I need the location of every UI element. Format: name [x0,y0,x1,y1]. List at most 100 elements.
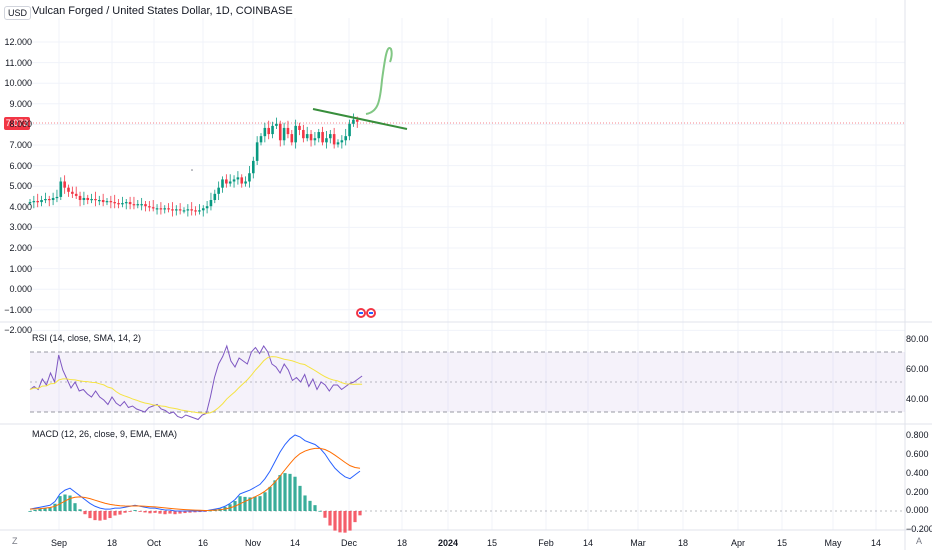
candle-body [259,136,263,143]
macd-histogram-bar [48,507,52,511]
candle-body [44,198,47,201]
candle-body [28,202,32,204]
macd-histogram-bar [68,495,72,511]
macd-histogram-bar [163,511,167,515]
candle-body [105,201,109,203]
candle-body [248,173,251,182]
candle-body [86,197,90,201]
macd-histogram-bar [153,511,157,513]
event-icon[interactable] [366,308,376,318]
macd-histogram-bar [183,511,187,514]
candle-body [232,179,236,182]
macd-histogram-bar [133,510,137,511]
time-axis-label: 16 [197,538,209,548]
price-axis-label: −1.000 [4,304,32,315]
candle-body [186,209,190,211]
price-axis-label: 4.000 [9,201,32,212]
macd-histogram-bar [138,511,142,512]
price-axis-label: 3.000 [9,222,32,233]
candle-body [155,208,159,210]
candle-body [201,208,205,211]
rsi-pane [29,344,905,421]
candle-body [121,203,124,205]
candle-body [255,142,259,161]
macd-histogram-bar [63,494,67,511]
candle-body [159,208,163,210]
macd-histogram-bar [188,511,192,513]
candle-body [340,140,344,143]
candle-body [32,201,36,203]
candle-body [221,179,224,188]
macd-histogram-bar [328,511,332,526]
candle-body [47,198,51,201]
macd-histogram-bar [348,511,352,531]
candle-body [317,132,321,139]
macd-histogram-bar [83,511,87,515]
macd-histogram-bar [298,485,302,511]
macd-histogram-bar [338,511,342,533]
macd-histogram-bar [78,509,82,511]
macd-histogram-bar [263,492,267,511]
macd-histogram-bar [278,475,282,511]
candle-body [194,210,197,212]
candle-body [55,196,59,199]
macd-histogram-bar [288,473,292,511]
macd-histogram-bar [323,511,327,518]
candle-body [313,138,317,141]
time-axis-label: 14 [582,538,594,548]
current-price-label: 7.073 [4,117,30,130]
candle-body [332,134,336,145]
macd-histogram-bar [243,496,247,511]
macd-histogram-bar [43,508,47,511]
candle-body [263,127,267,137]
zoom-toggle[interactable]: Z [12,536,18,546]
macd-histogram-bar [303,495,307,511]
time-axis-label: 15 [486,538,498,548]
macd-histogram-bar [118,511,122,515]
time-axis-label: 18 [106,538,118,548]
candle-body [163,208,167,210]
macd-histogram-bar [143,511,147,513]
macd-axis-0-8: 0.800 [906,430,929,440]
macd-histogram-bar [53,503,57,511]
macd-histogram-bar [258,496,262,511]
candle-body [228,181,232,184]
currency-selector[interactable]: USD [4,6,32,20]
rsi-axis-40: 40.00 [906,394,929,404]
candle-body [140,204,143,206]
time-axis-label: 18 [677,538,689,548]
candle-body [294,125,297,143]
user-drawings[interactable] [191,46,408,171]
price-axis-label: 10.000 [4,78,32,89]
candle-body [167,208,170,210]
macd-pane [28,434,905,533]
rsi-title[interactable]: RSI (14, close, SMA, 14, 2) [32,333,142,343]
macd-histogram-bar [168,511,172,514]
macd-axis-0-0: 0.000 [906,505,929,515]
macd-title[interactable]: MACD (12, 26, close, 9, EMA, EMA) [32,429,178,439]
candle-body [213,193,217,201]
macd-histogram-bar [253,496,257,511]
candle-body [90,198,93,201]
candle-body [132,204,136,206]
candle-body [282,127,286,141]
candle-body [355,119,359,122]
candle-body [252,160,255,174]
macd-histogram-bar [38,508,42,511]
time-axis-label: Nov [244,538,262,548]
time-axis-label: 15 [776,538,788,548]
candle-body [109,201,113,203]
candle-body [321,132,324,143]
candle-body [51,197,55,201]
candle-body [128,202,132,205]
macd-histogram-bar [273,480,277,511]
event-icon[interactable] [356,308,366,318]
price-candles [28,113,359,217]
macd-histogram-bar [313,505,317,511]
macd-histogram-bar [98,511,102,521]
macd-histogram-bar [88,511,92,519]
price-axis-label: 9.000 [9,98,32,109]
auto-scale-toggle[interactable]: A [916,536,923,546]
price-axis-label: 8.000 [9,119,32,130]
